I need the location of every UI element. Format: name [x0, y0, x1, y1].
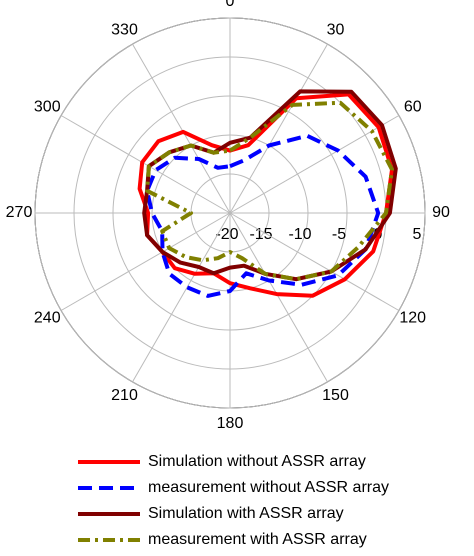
grid-spoke	[132, 212, 231, 383]
theta-tick-label: 150	[322, 387, 349, 404]
theta-tick-label: 30	[327, 21, 345, 38]
r-tick-label: -20	[215, 226, 238, 243]
theta-tick-label: 180	[217, 415, 244, 432]
grid-spoke	[229, 43, 328, 214]
series-line	[145, 100, 394, 282]
theta-tick-label: 300	[34, 99, 61, 116]
r-tick-label: 5	[413, 226, 422, 243]
theta-tick-label: 60	[404, 99, 422, 116]
theta-tick-label: 270	[6, 204, 33, 221]
series-line	[145, 133, 381, 298]
grid-spoke	[60, 212, 231, 311]
theta-tick-label: 120	[399, 310, 426, 327]
theta-tick-label: 90	[432, 204, 450, 221]
legend-label: measurement with ASSR array	[148, 531, 367, 548]
legend-label: Simulation with ASSR array	[148, 505, 344, 522]
grid-spoke	[132, 43, 231, 214]
r-tick-label: -10	[288, 226, 311, 243]
r-tick-label: -5	[332, 226, 346, 243]
series-line	[137, 92, 394, 298]
r-tick-label: -15	[249, 226, 272, 243]
grid-spoke	[229, 212, 400, 311]
theta-tick-label: 0	[226, 0, 235, 10]
grid-spoke	[60, 115, 231, 214]
theta-tick-label: 330	[111, 21, 138, 38]
grid-spoke	[229, 212, 328, 383]
legend-label: Simulation without ASSR array	[148, 453, 366, 470]
theta-tick-label: 210	[111, 387, 138, 404]
theta-tick-label: 240	[34, 310, 61, 327]
legend-label: measurement without ASSR array	[148, 479, 389, 496]
